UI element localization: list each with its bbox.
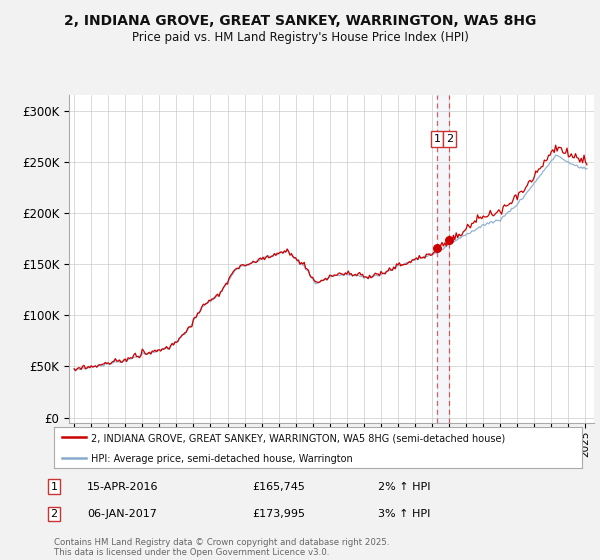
Text: £165,745: £165,745 bbox=[252, 482, 305, 492]
Text: HPI: Average price, semi-detached house, Warrington: HPI: Average price, semi-detached house,… bbox=[91, 454, 353, 464]
Text: Contains HM Land Registry data © Crown copyright and database right 2025.
This d: Contains HM Land Registry data © Crown c… bbox=[54, 538, 389, 557]
Point bbox=[432, 244, 442, 253]
Text: 15-APR-2016: 15-APR-2016 bbox=[87, 482, 158, 492]
Text: 2: 2 bbox=[50, 509, 58, 519]
Text: 2: 2 bbox=[446, 134, 453, 144]
Text: 3% ↑ HPI: 3% ↑ HPI bbox=[378, 509, 430, 519]
Text: 1: 1 bbox=[434, 134, 440, 144]
Text: Price paid vs. HM Land Registry's House Price Index (HPI): Price paid vs. HM Land Registry's House … bbox=[131, 31, 469, 44]
Text: 06-JAN-2017: 06-JAN-2017 bbox=[87, 509, 157, 519]
Point bbox=[445, 235, 454, 244]
Text: 2% ↑ HPI: 2% ↑ HPI bbox=[378, 482, 431, 492]
Bar bbox=[437, 95, 449, 423]
Text: 2, INDIANA GROVE, GREAT SANKEY, WARRINGTON, WA5 8HG (semi-detached house): 2, INDIANA GROVE, GREAT SANKEY, WARRINGT… bbox=[91, 433, 505, 444]
Text: 1: 1 bbox=[50, 482, 58, 492]
Text: £173,995: £173,995 bbox=[252, 509, 305, 519]
Text: 2, INDIANA GROVE, GREAT SANKEY, WARRINGTON, WA5 8HG: 2, INDIANA GROVE, GREAT SANKEY, WARRINGT… bbox=[64, 14, 536, 28]
